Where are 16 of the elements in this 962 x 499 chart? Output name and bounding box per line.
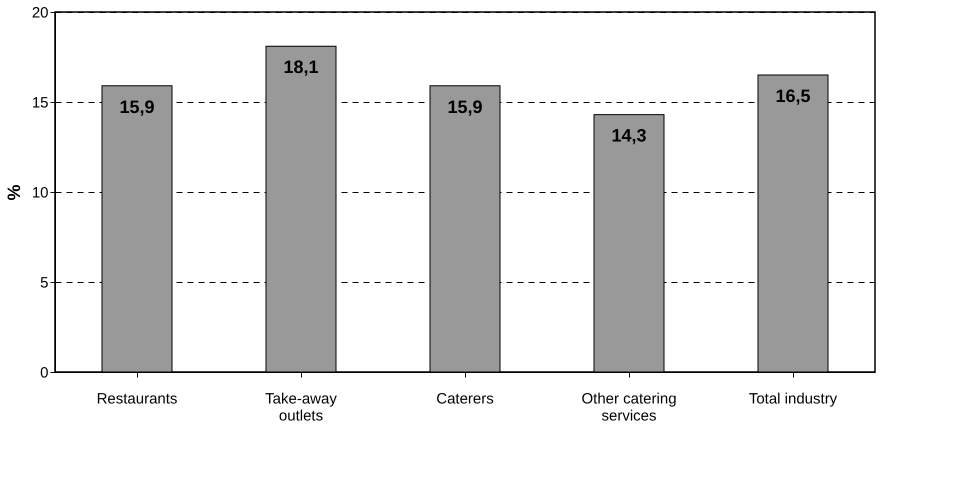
x-tick-label: Caterers [436,390,494,408]
data-label: 15,9 [447,96,483,117]
x-tick-label: Total industry [748,390,838,408]
data-label: 16,5 [775,86,811,106]
y-tick-label: 10 [32,184,48,202]
y-tick-label: 15 [32,94,48,112]
y-tick-label: 20 [32,4,48,22]
data-label: 15,9 [119,96,155,117]
x-tick-label: Restaurants [96,390,178,408]
x-tick-label: Other catering services [581,390,677,424]
y-tick-label: 5 [40,274,48,292]
x-tick-label: Take-away outlets [265,390,338,424]
y-axis-title: % [4,184,24,201]
y-tick-label: 0 [40,364,48,382]
data-label: 18,1 [283,57,319,78]
data-label: 14,3 [611,126,647,146]
